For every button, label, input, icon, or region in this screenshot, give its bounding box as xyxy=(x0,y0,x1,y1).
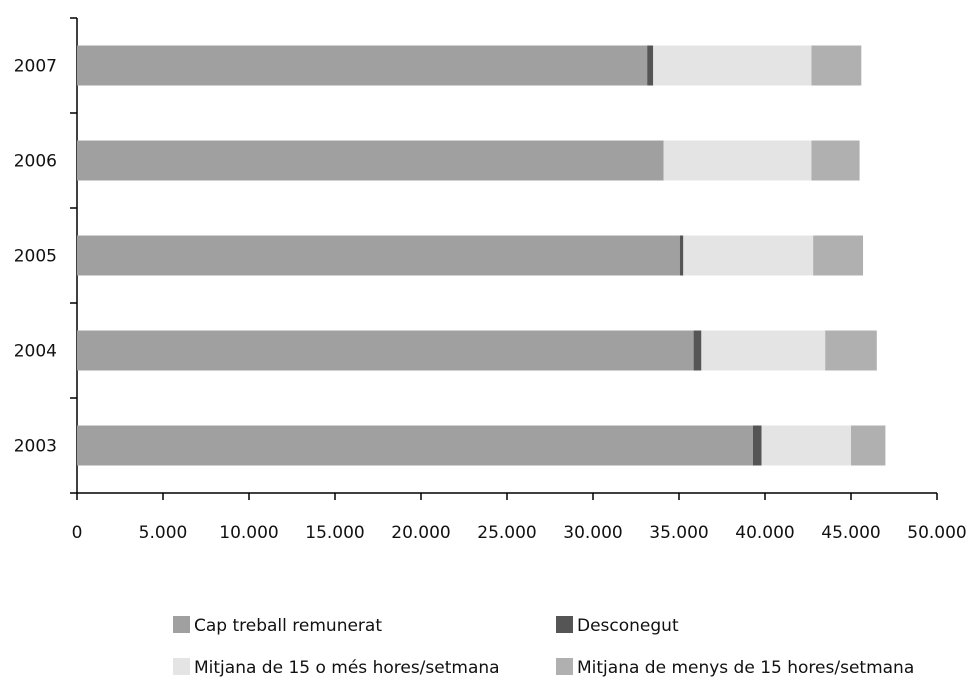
legend-swatch xyxy=(173,658,190,675)
legend-label: Mitjana de 15 o més hores/setmana xyxy=(194,658,500,678)
bar-segment-0 xyxy=(77,45,648,86)
y-tick-label: 2004 xyxy=(14,342,57,362)
bar-segment-3 xyxy=(813,235,864,276)
x-tick-label: 5.000 xyxy=(139,523,188,543)
bar-segment-0 xyxy=(77,425,753,466)
y-tick-label: 2006 xyxy=(14,152,57,172)
legend-label: Cap treball remunerat xyxy=(194,616,382,636)
x-tick-label: 20.000 xyxy=(391,523,450,543)
bar-segment-3 xyxy=(851,425,886,466)
bar-segment-1 xyxy=(693,330,702,371)
legend-swatch xyxy=(173,616,190,633)
bar-segment-2 xyxy=(761,425,851,466)
bar-segment-0 xyxy=(77,330,694,371)
x-tick-label: 40.000 xyxy=(735,523,794,543)
x-tick-label: 25.000 xyxy=(477,523,536,543)
bar-segment-0 xyxy=(77,140,664,181)
legend: Cap treball remunerat Desconegut Mitjana d… xyxy=(173,616,914,678)
x-tick-label: 30.000 xyxy=(563,523,622,543)
bar-segment-3 xyxy=(825,330,877,371)
y-tick-label: 2007 xyxy=(14,57,57,77)
bars xyxy=(77,45,886,466)
x-tick-label: 10.000 xyxy=(219,523,278,543)
bar-segment-0 xyxy=(77,235,680,276)
x-tick-label: 35.000 xyxy=(649,523,708,543)
legend-swatch xyxy=(556,616,573,633)
x-tick-label: 15.000 xyxy=(305,523,364,543)
y-tick-label: 2003 xyxy=(14,437,57,457)
bar-segment-1 xyxy=(647,45,654,86)
x-tick-label: 0 xyxy=(72,523,83,543)
legend-label: Mitjana de menys de 15 hores/setmana xyxy=(577,658,914,678)
bar-segment-3 xyxy=(811,45,862,86)
y-tick-label: 2005 xyxy=(14,247,57,267)
bar-segment-1 xyxy=(752,425,762,466)
bar-segment-2 xyxy=(683,235,814,276)
bar-segment-2 xyxy=(701,330,826,371)
x-tick-label: 50.000 xyxy=(907,523,966,543)
bar-segment-2 xyxy=(653,45,812,86)
legend-label: Desconegut xyxy=(577,616,679,636)
bar-segment-2 xyxy=(663,140,812,181)
x-tick-label: 45.000 xyxy=(821,523,880,543)
tick-labels: 0 5.000 10.000 15.000 20.000 25.000 30.000 35.0… xyxy=(14,57,967,544)
legend-swatch xyxy=(556,658,573,675)
bar-segment-3 xyxy=(811,140,860,181)
bar-segment-1 xyxy=(679,235,684,276)
